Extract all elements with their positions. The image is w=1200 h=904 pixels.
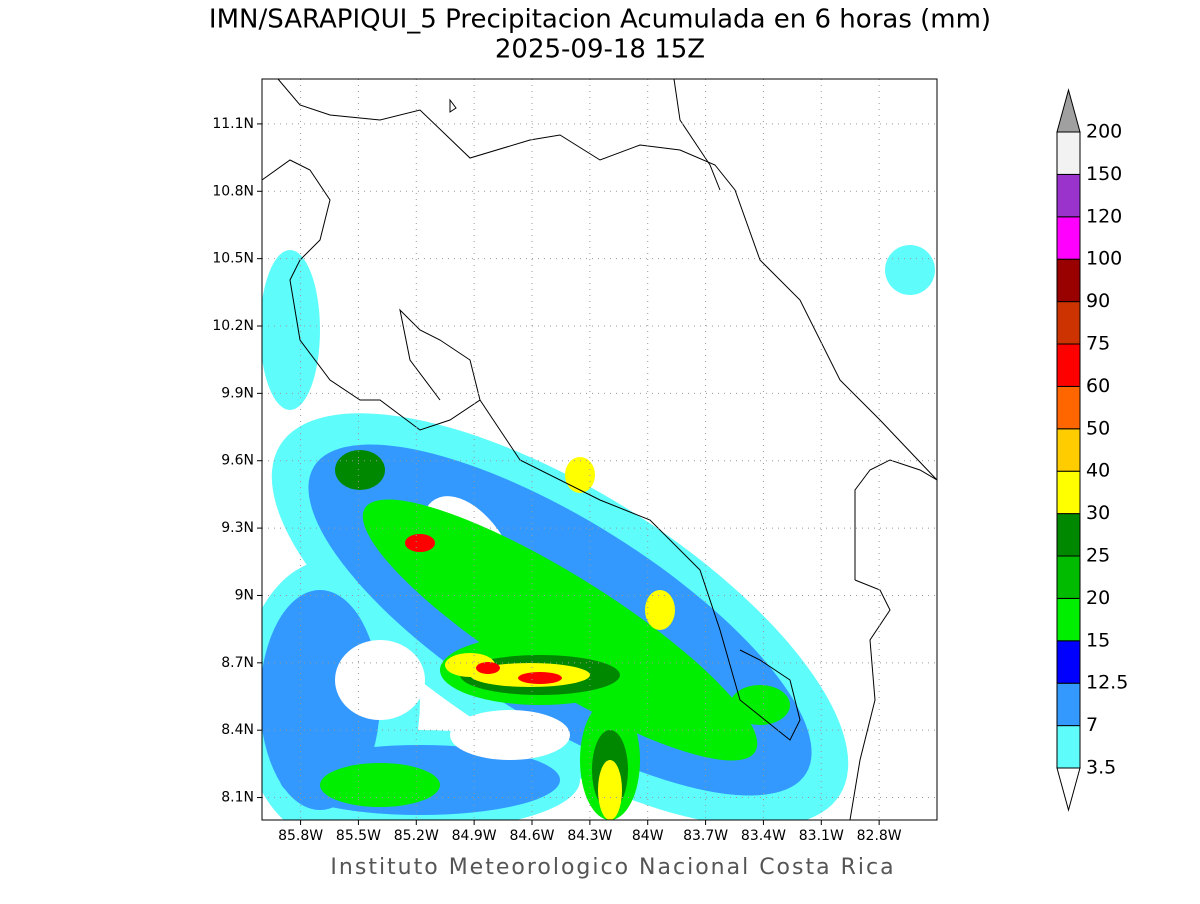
lat-tick-label: 8.4N — [221, 722, 254, 738]
colorbar-label: 12.5 — [1086, 672, 1128, 694]
lon-tick-label: 83.1W — [799, 828, 844, 844]
lon-tick-label: 85.5W — [336, 828, 381, 844]
lat-tick-label: 10.2N — [212, 318, 254, 334]
colorbar-under-arrow — [1056, 767, 1081, 812]
colorbar-segment — [1056, 513, 1081, 557]
colorbar-label: 3.5 — [1086, 757, 1116, 779]
colorbar-segment — [1056, 258, 1081, 303]
lat-tick-label: 9.9N — [221, 385, 254, 401]
footer: Instituto Meteorologico Nacional Costa R… — [330, 855, 895, 880]
lat-tick-label: 9N — [235, 587, 254, 603]
colorbar-segment — [1056, 470, 1081, 515]
coastlines — [262, 79, 937, 820]
lon-tick-label: 84.6W — [509, 828, 554, 844]
colorbar-segment — [1056, 640, 1081, 684]
colorbar-segment — [1056, 385, 1081, 430]
lon-tick-label: 83.7W — [683, 828, 728, 844]
colorbar-label: 7 — [1086, 714, 1098, 736]
colorbar-label: 25 — [1086, 545, 1110, 567]
colorbar-label: 20 — [1086, 587, 1110, 609]
colorbar-segment — [1056, 555, 1081, 599]
colorbar-label: 100 — [1086, 248, 1122, 270]
map-frame — [261, 78, 938, 821]
map-title: IMN/SARAPIQUI_5 Precipitacion Acumulada … — [209, 5, 991, 35]
lon-tick-label: 82.8W — [857, 828, 902, 844]
lon-tick-label: 84.9W — [452, 828, 497, 844]
lat-tick-label: 11.1N — [212, 116, 254, 132]
colorbar-segment — [1056, 301, 1081, 345]
colorbar-label: 30 — [1086, 502, 1110, 524]
colorbar-over-arrow — [1056, 88, 1081, 133]
colorbar-label: 90 — [1086, 290, 1110, 312]
colorbar-segment — [1056, 682, 1081, 727]
lat-tick-label: 10.8N — [212, 183, 254, 199]
colorbar-segment — [1056, 597, 1081, 642]
lon-tick-label: 85.8W — [278, 828, 323, 844]
colorbar-segment — [1056, 343, 1081, 387]
lon-tick-label: 85.2W — [394, 828, 439, 844]
lat-tick-label: 10.5N — [212, 251, 254, 267]
colorbar-label: 40 — [1086, 460, 1110, 482]
lat-tick-label: 9.3N — [221, 520, 254, 536]
colorbar-segment — [1056, 428, 1081, 472]
colorbar-segment — [1056, 216, 1081, 260]
lat-tick-label: 8.7N — [221, 655, 254, 671]
lon-tick-label: 84.3W — [567, 828, 612, 844]
colorbar-segment — [1056, 131, 1081, 175]
colorbar-label: 200 — [1086, 121, 1122, 143]
colorbar-label: 75 — [1086, 333, 1110, 355]
lon-tick-label: 84W — [632, 828, 664, 844]
lat-tick-label: 9.6N — [221, 453, 254, 469]
colorbar-label: 150 — [1086, 163, 1122, 185]
colorbar-segment — [1056, 725, 1081, 769]
lon-tick-label: 83.4W — [741, 828, 786, 844]
map-subtitle: 2025-09-18 15Z — [495, 35, 705, 65]
colorbar-label: 15 — [1086, 629, 1110, 651]
lat-tick-label: 8.1N — [221, 790, 254, 806]
precipitation-field — [262, 245, 935, 820]
colorbar-label: 120 — [1086, 205, 1122, 227]
colorbar-label: 60 — [1086, 375, 1110, 397]
colorbar-label: 50 — [1086, 417, 1110, 439]
colorbar-segment — [1056, 173, 1081, 218]
